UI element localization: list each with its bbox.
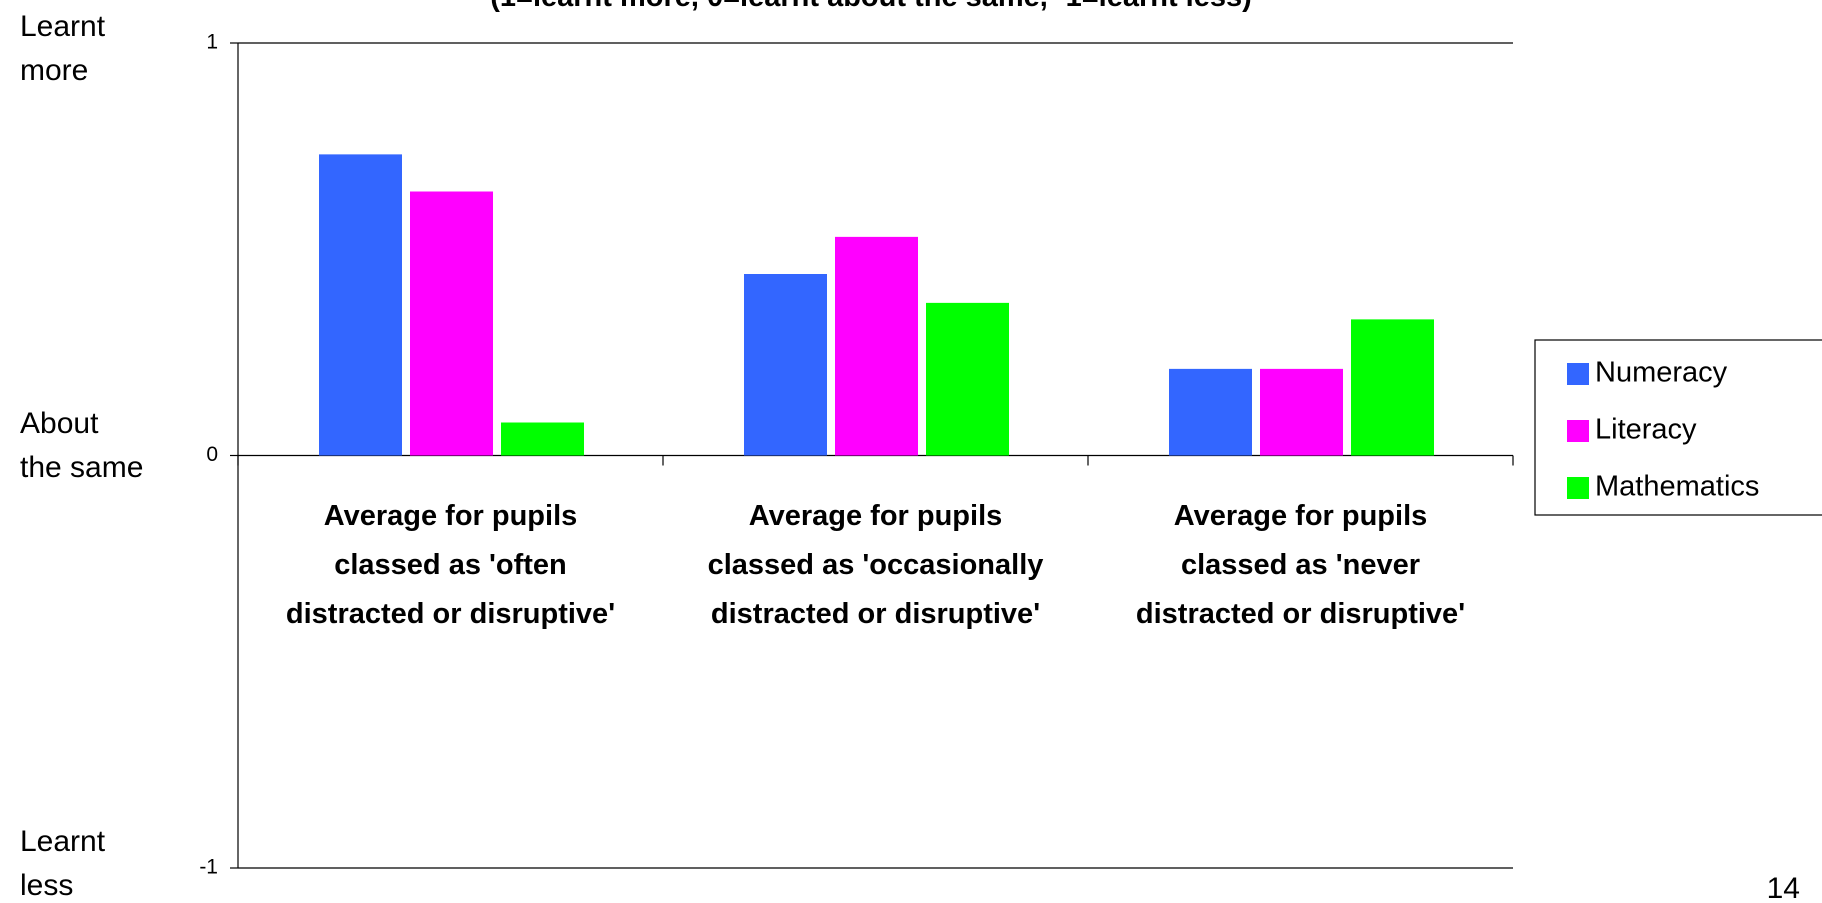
legend-swatch [1567,420,1589,442]
x-tick-label: Average for pupils classed as 'often dis… [285,499,616,630]
x-tick-label: Average for pupils classed as 'never dis… [1135,499,1466,630]
bar [835,236,918,456]
bar [319,154,402,456]
bar [1169,368,1252,456]
legend-label: Mathematics [1595,471,1759,503]
y-tick-label: 1 [206,31,218,54]
bar [410,191,493,456]
legend-label: Literacy [1595,414,1697,446]
page-number: 14 [1767,872,1800,903]
legend-swatch [1567,477,1589,499]
x-tick-label: Average for pupils classed as 'occasiona… [707,499,1044,630]
y-tick-label: -1 [199,856,218,879]
annotation: Learnt less [20,825,106,902]
bar [744,274,827,456]
bar [926,302,1009,456]
y-tick-label: 0 [206,443,218,466]
legend-swatch [1567,363,1589,385]
bar [1260,368,1343,456]
bar [1351,319,1434,456]
legend-label: Numeracy [1595,357,1728,389]
annotation: Learnt more [20,10,106,87]
annotation: About the same [20,407,144,484]
chart-title: (1=learnt more, 0=learnt about the same,… [490,0,1252,13]
bar [501,422,584,456]
